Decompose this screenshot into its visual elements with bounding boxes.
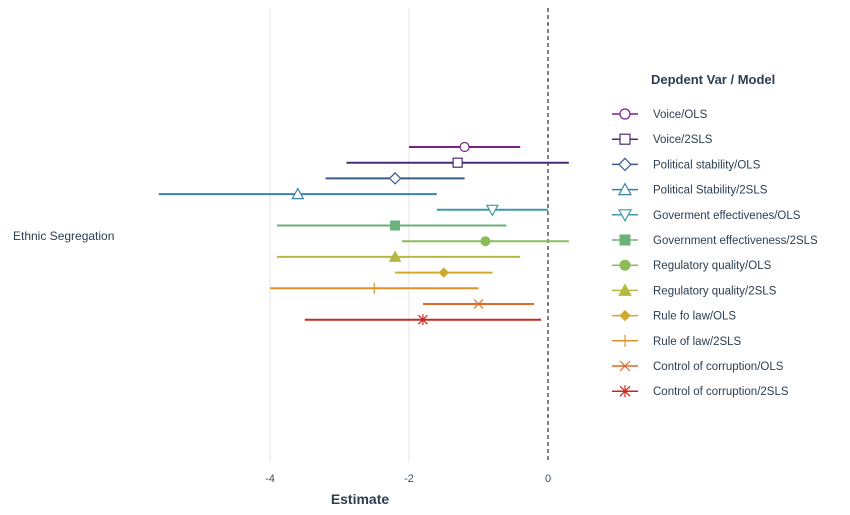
- legend-key-marker: [619, 108, 631, 120]
- x-tick-label: -2: [404, 473, 414, 485]
- point-marker: [417, 314, 429, 326]
- legend-item: Rule of law/2SLS: [612, 334, 742, 348]
- legend-item: Goverment effectivenes/OLS: [612, 209, 801, 223]
- category-label: Ethnic Segregation: [13, 229, 114, 243]
- legend-key-marker: [618, 283, 632, 296]
- x-tick-label: 0: [545, 473, 551, 485]
- point-marker: [438, 267, 449, 278]
- point-marker: [388, 172, 402, 185]
- x-axis-title: Estimate: [331, 491, 390, 507]
- series-row: [402, 236, 569, 247]
- point-marker: [388, 250, 402, 262]
- legend-label: Control of corruption/OLS: [653, 361, 784, 373]
- legend-label: Rule fo law/OLS: [653, 311, 736, 323]
- series-row: [304, 314, 542, 326]
- legend-label: Political Stability/2SLS: [653, 185, 768, 197]
- legend-key-marker: [619, 360, 631, 372]
- point-marker: [473, 299, 484, 309]
- legend-item: Political stability/OLS: [612, 157, 761, 172]
- x-tick-label: -4: [265, 473, 275, 485]
- series-row: [325, 172, 465, 185]
- legend-label: Control of corruption/2SLS: [653, 386, 789, 398]
- legend-item: Control of corruption/2SLS: [612, 385, 789, 398]
- legend-key-marker: [618, 157, 632, 172]
- point-marker: [485, 204, 499, 217]
- point-marker: [390, 220, 401, 231]
- legend-item: Control of corruption/OLS: [612, 360, 784, 373]
- point-marker: [452, 157, 463, 168]
- legend: Depdent Var / Model Voice/OLS Voice/2SLS P…: [612, 72, 818, 398]
- legend-item: Government effectiveness/2SLS: [612, 234, 818, 247]
- series-row: [422, 299, 535, 309]
- series-row: [409, 141, 521, 153]
- series-row: [395, 267, 493, 278]
- legend-item: Voice/OLS: [612, 108, 708, 121]
- legend-key-marker: [619, 234, 631, 246]
- legend-item: Voice/2SLS: [612, 133, 713, 146]
- legend-key-marker: [619, 385, 631, 398]
- legend-key-marker: [619, 133, 631, 145]
- legend-key-marker: [619, 309, 631, 322]
- series-row: [346, 157, 569, 168]
- legend-item: Rule fo law/OLS: [612, 309, 736, 323]
- series-row: [436, 204, 548, 217]
- legend-item: Political Stability/2SLS: [612, 182, 768, 197]
- estimate-series: [158, 141, 569, 326]
- legend-label: Voice/2SLS: [653, 134, 713, 146]
- series-row: [158, 187, 437, 200]
- legend-label: Goverment effectivenes/OLS: [653, 210, 801, 222]
- series-row: [270, 282, 479, 294]
- legend-label: Regulatory quality/2SLS: [653, 285, 777, 297]
- legend-label: Rule of law/2SLS: [653, 336, 742, 348]
- legend-label: Political stability/OLS: [653, 159, 761, 171]
- point-marker: [480, 236, 491, 247]
- legend-key-marker: [617, 182, 633, 196]
- legend-label: Regulatory quality/OLS: [653, 260, 772, 272]
- legend-item: Regulatory quality/2SLS: [612, 283, 777, 297]
- series-row: [276, 250, 521, 262]
- legend-item: Regulatory quality/OLS: [612, 259, 772, 272]
- point-marker: [368, 282, 380, 294]
- point-marker: [459, 141, 470, 153]
- point-marker: [291, 187, 305, 200]
- legend-title: Depdent Var / Model: [651, 72, 775, 87]
- x-axis-ticks: -4 -2 0: [265, 473, 551, 485]
- legend-key-marker: [617, 209, 633, 223]
- legend-label: Voice/OLS: [653, 109, 708, 121]
- legend-key-marker: [619, 334, 631, 347]
- grid-lines: [269, 8, 410, 462]
- legend-key-marker: [619, 259, 631, 271]
- legend-label: Government effectiveness/2SLS: [653, 235, 818, 247]
- series-row: [276, 220, 507, 231]
